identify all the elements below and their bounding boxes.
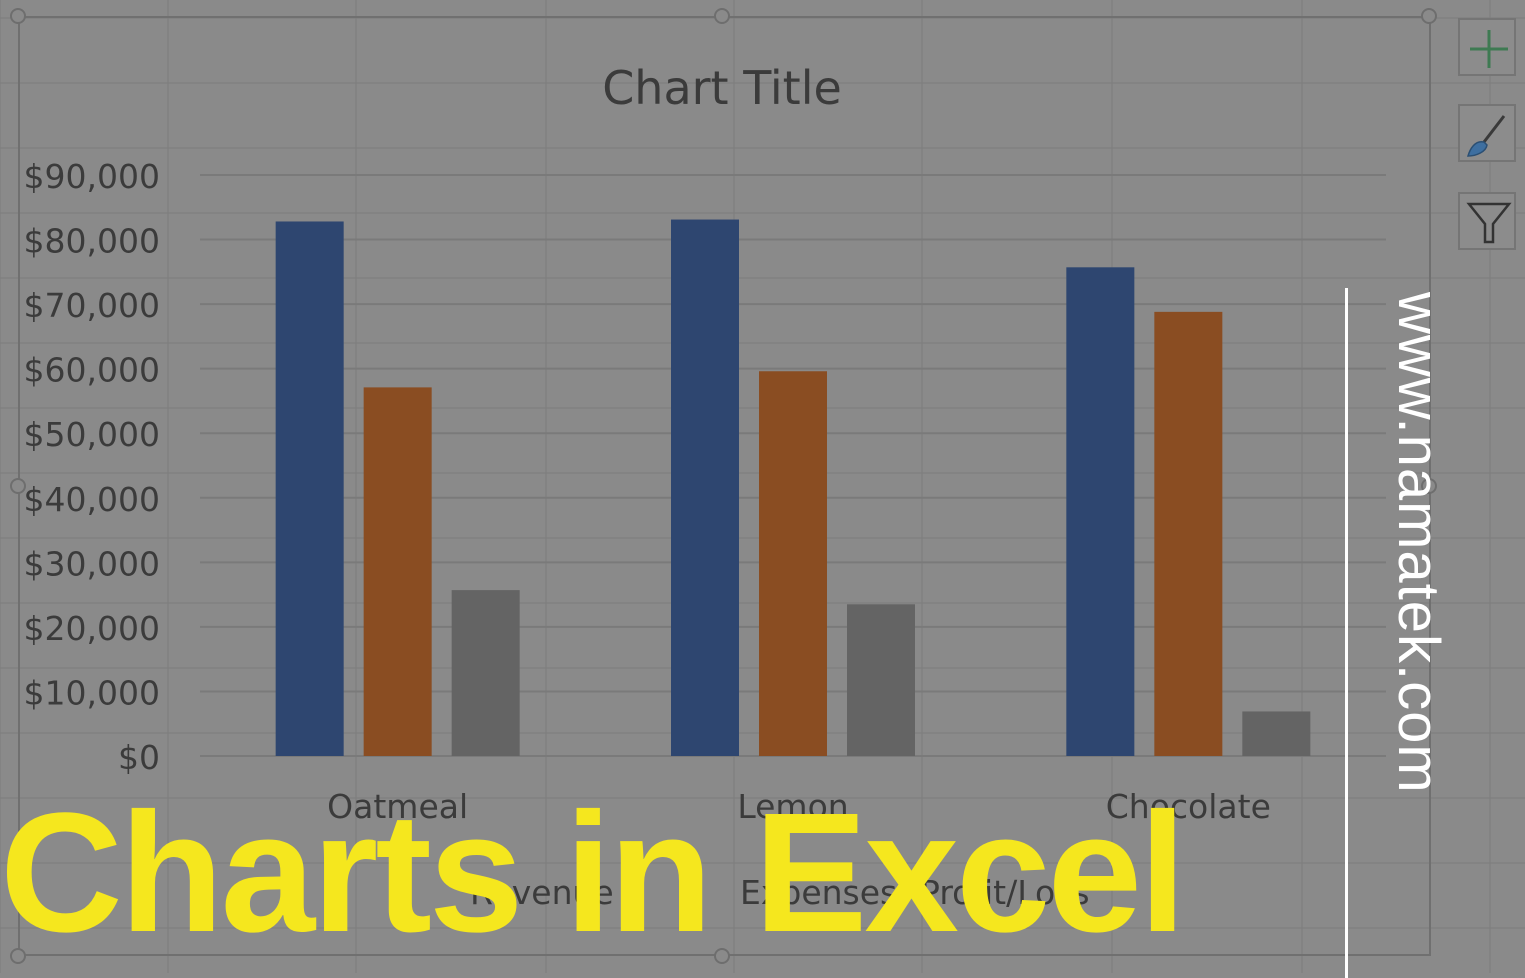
y-tick-label: $0	[118, 738, 160, 777]
legend-entry: Expenses	[740, 873, 897, 912]
resize-handle-top-center[interactable]	[714, 8, 730, 24]
bar-profit-loss-lemon[interactable]	[847, 604, 915, 756]
y-tick-label: $20,000	[24, 609, 160, 648]
x-category-label: Chocolate	[1106, 787, 1271, 826]
y-tick-label: $70,000	[24, 286, 160, 325]
y-tick-label: $90,000	[24, 157, 160, 196]
chart-styles-button[interactable]	[1458, 104, 1516, 162]
legend-entry: Profit/Loss	[920, 873, 1090, 912]
bar-revenue-lemon[interactable]	[671, 219, 739, 756]
headline-title: Charts in Excel	[0, 778, 1186, 968]
bar-revenue-chocolate[interactable]	[1066, 267, 1135, 756]
y-tick-label: $80,000	[24, 222, 160, 261]
legend-entry: Revenue	[470, 873, 614, 912]
x-category-label: Oatmeal	[327, 787, 468, 826]
bar-expenses-lemon[interactable]	[759, 371, 827, 756]
x-category-label: Lemon	[737, 787, 848, 826]
y-tick-label: $10,000	[24, 673, 160, 712]
resize-handle-middle-right[interactable]	[1421, 478, 1437, 494]
chart-filters-button[interactable]	[1458, 192, 1516, 250]
y-tick-label: $50,000	[24, 415, 160, 454]
bar-expenses-chocolate[interactable]	[1154, 311, 1223, 756]
watermark-url: www.namatek.com	[1386, 292, 1451, 794]
bar-expenses-oatmeal[interactable]	[363, 387, 432, 756]
chart-title[interactable]: Chart Title	[602, 61, 842, 115]
bar-profit-loss-oatmeal[interactable]	[451, 590, 520, 756]
resize-handle-middle-left[interactable]	[10, 478, 26, 494]
chart-elements-button[interactable]	[1458, 18, 1516, 76]
resize-handle-top-right[interactable]	[1421, 8, 1437, 24]
y-tick-label: $30,000	[24, 544, 160, 583]
resize-handle-top-left[interactable]	[10, 8, 26, 24]
resize-handle-bottom-center[interactable]	[714, 948, 730, 964]
bar-profit-loss-chocolate[interactable]	[1242, 711, 1311, 756]
legend[interactable]: Revenue Expenses Profit/Loss	[470, 873, 1090, 912]
y-tick-label: $40,000	[24, 480, 160, 519]
y-tick-label: $60,000	[24, 351, 160, 390]
filter-icon	[1466, 202, 1512, 244]
divider-line	[1345, 288, 1348, 978]
plus-icon	[1470, 30, 1508, 68]
bar-revenue-oatmeal[interactable]	[275, 221, 344, 757]
resize-handle-bottom-left[interactable]	[10, 948, 26, 964]
brush-icon	[1467, 115, 1506, 157]
